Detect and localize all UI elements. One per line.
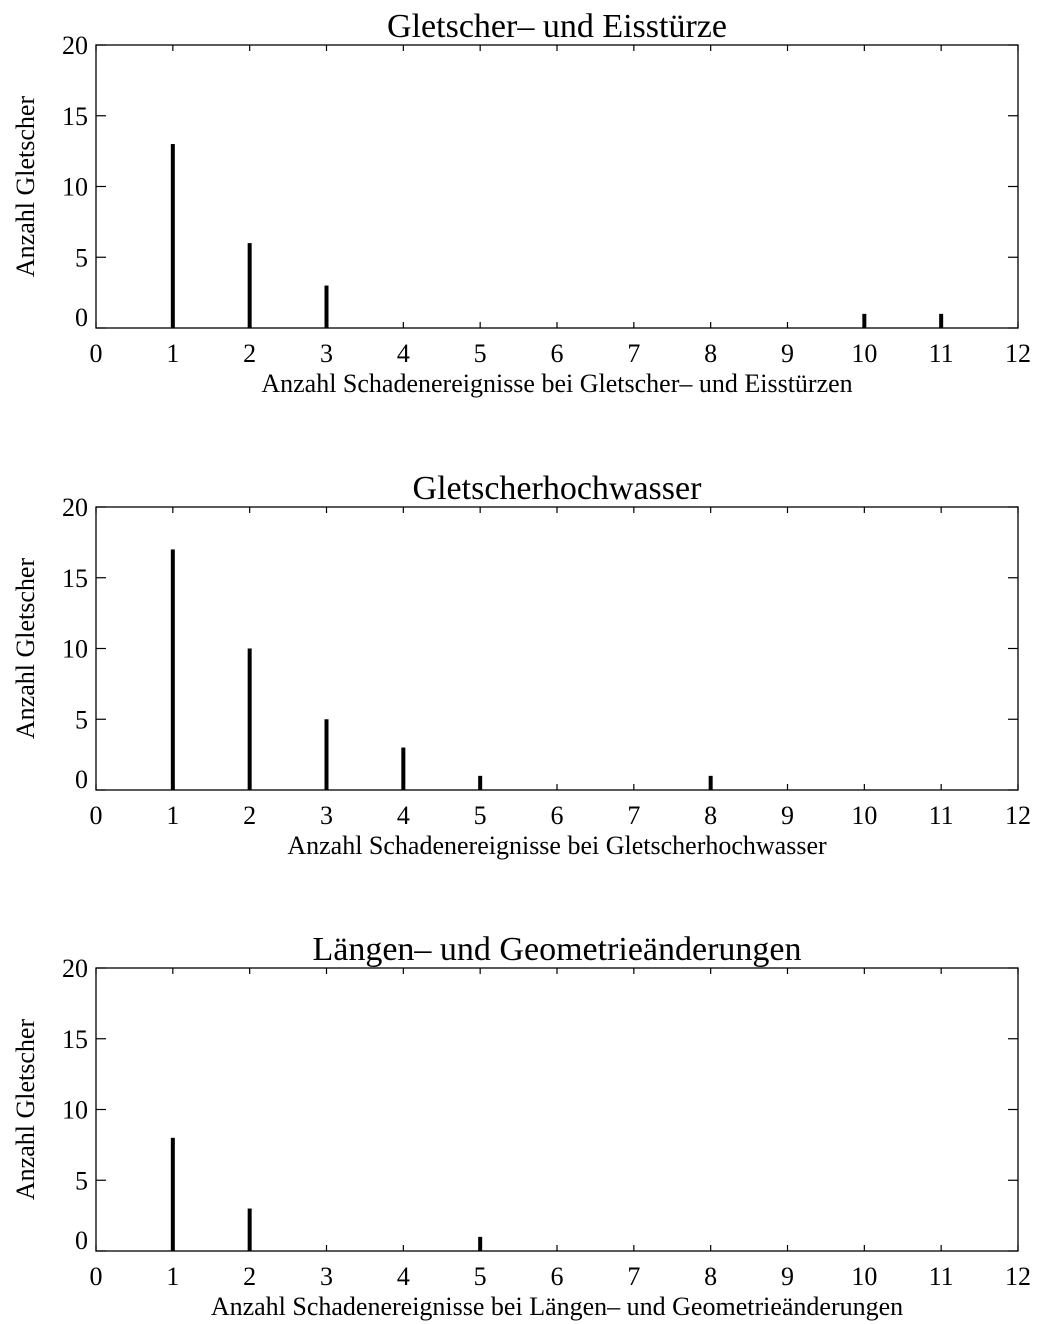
chart-panel-glacier-ice-falls: Gletscher– und Eisstürze Anzahl Schadene… — [11, 8, 1031, 398]
x-tick-label: 3 — [320, 1262, 333, 1291]
chart-title: Längen– und Geometrieänderungen — [312, 931, 801, 968]
bar — [478, 775, 483, 790]
x-tick-label: 10 — [851, 801, 877, 830]
y-tick-label: 0 — [75, 303, 88, 332]
bar — [862, 313, 867, 328]
x-tick-label: 0 — [90, 801, 103, 830]
plot-frame — [95, 967, 1019, 1252]
x-tick-label: 7 — [627, 801, 640, 830]
x-tick-label: 8 — [704, 339, 717, 368]
x-tick-label: 1 — [166, 801, 179, 830]
x-tick-label: 6 — [551, 801, 564, 830]
x-tick-label: 9 — [781, 1262, 794, 1291]
chart-title: Gletscherhochwasser — [413, 470, 703, 507]
bar — [324, 719, 329, 790]
x-tick-label: 9 — [781, 801, 794, 830]
x-axis-label: Anzahl Schadenereignisse bei Gletscherho… — [287, 831, 827, 860]
bar — [708, 775, 713, 790]
x-tick-label: 3 — [320, 339, 333, 368]
bar — [247, 243, 252, 328]
x-tick-label: 1 — [166, 1262, 179, 1291]
x-tick-label: 3 — [320, 801, 333, 830]
y-tick-label: 15 — [62, 564, 88, 593]
x-tick-label: 1 — [166, 339, 179, 368]
x-axis-label: Anzahl Schadenereignisse bei Längen– und… — [211, 1292, 903, 1321]
x-tick-label: 2 — [243, 1262, 256, 1291]
y-tick-label: 10 — [62, 1096, 88, 1125]
y-tick-label: 5 — [75, 243, 88, 272]
x-tick-label: 5 — [474, 339, 487, 368]
y-tick-label: 5 — [75, 1166, 88, 1195]
x-axis-label: Anzahl Schadenereignisse bei Gletscher– … — [261, 369, 852, 398]
y-tick-label: 5 — [75, 705, 88, 734]
x-tick-label: 11 — [929, 1262, 954, 1291]
x-tick-label: 5 — [474, 1262, 487, 1291]
y-tick-label: 15 — [62, 102, 88, 131]
x-tick-label: 4 — [397, 1262, 410, 1291]
x-tick-label: 12 — [1005, 1262, 1031, 1291]
y-axis-label: Anzahl Gletscher — [11, 96, 40, 278]
x-tick-label: 6 — [551, 1262, 564, 1291]
y-tick-label: 15 — [62, 1025, 88, 1054]
y-tick-label: 10 — [62, 173, 88, 202]
x-tick-label: 12 — [1005, 339, 1031, 368]
x-tick-label: 11 — [929, 339, 954, 368]
x-tick-label: 12 — [1005, 801, 1031, 830]
x-tick-label: 4 — [397, 339, 410, 368]
y-tick-label: 0 — [75, 765, 88, 794]
x-tick-label: 11 — [929, 801, 954, 830]
chart-title: Gletscher– und Eisstürze — [387, 8, 727, 45]
x-tick-label: 10 — [851, 339, 877, 368]
x-tick-label: 10 — [851, 1262, 877, 1291]
bar — [324, 285, 329, 328]
bar — [247, 1208, 252, 1251]
bar — [247, 648, 252, 790]
plot-frame — [95, 506, 1019, 791]
x-tick-label: 9 — [781, 339, 794, 368]
x-tick-label: 8 — [704, 1262, 717, 1291]
chart-panel-glacier-floods: Gletscherhochwasser Anzahl Schadenereign… — [11, 470, 1031, 860]
plot-frame — [95, 44, 1019, 329]
y-tick-label: 20 — [62, 954, 88, 983]
x-tick-label: 2 — [243, 801, 256, 830]
x-tick-label: 8 — [704, 801, 717, 830]
x-tick-label: 7 — [627, 1262, 640, 1291]
y-tick-label: 10 — [62, 635, 88, 664]
x-tick-label: 5 — [474, 801, 487, 830]
bar — [170, 1137, 175, 1251]
bar — [401, 747, 406, 790]
bar — [478, 1236, 483, 1251]
x-tick-label: 7 — [627, 339, 640, 368]
x-tick-label: 4 — [397, 801, 410, 830]
y-axis-label: Anzahl Gletscher — [11, 1019, 40, 1201]
chart-panel-length-geometry-changes: Längen– und Geometrieänderungen Anzahl S… — [11, 931, 1031, 1321]
x-tick-label: 6 — [551, 339, 564, 368]
x-tick-label: 0 — [90, 339, 103, 368]
bar — [939, 313, 944, 328]
bar — [170, 144, 175, 328]
y-axis-label: Anzahl Gletscher — [11, 558, 40, 740]
y-tick-label: 0 — [75, 1226, 88, 1255]
y-tick-label: 20 — [62, 493, 88, 522]
y-tick-label: 20 — [62, 31, 88, 60]
x-tick-label: 0 — [90, 1262, 103, 1291]
x-tick-label: 2 — [243, 339, 256, 368]
bar — [170, 549, 175, 790]
